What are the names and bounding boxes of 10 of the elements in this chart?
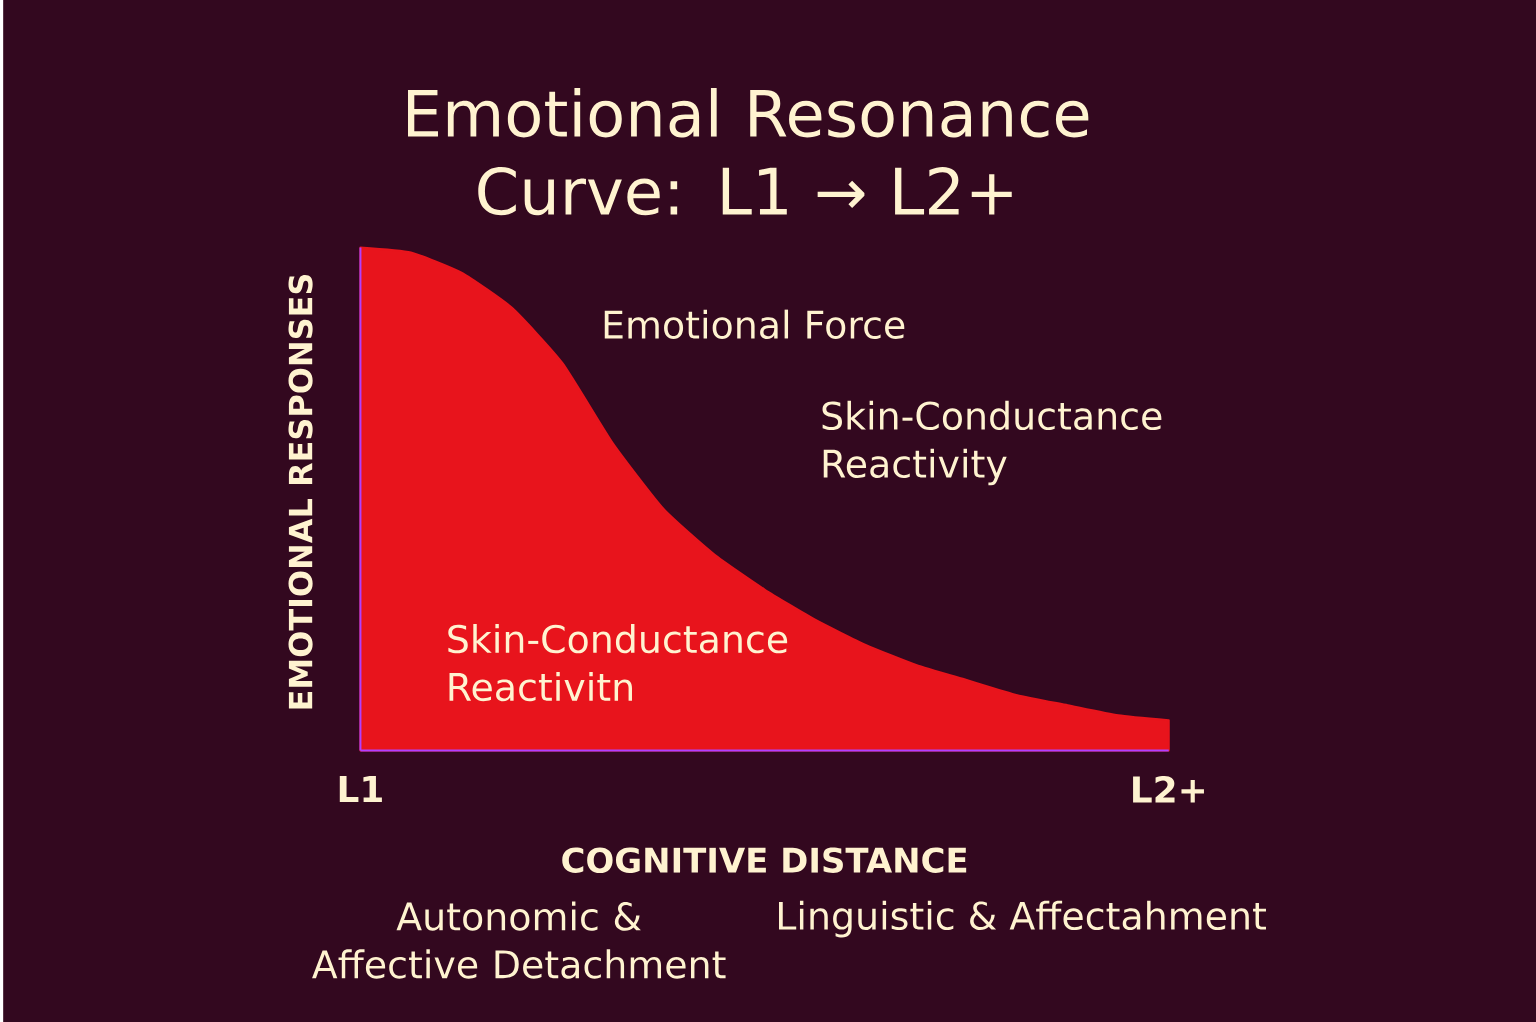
- annotation: Skin-Conductance Reactivity: [822, 400, 1162, 486]
- annotation: Skin-Conductance Reactivitn: [448, 624, 788, 702]
- x-tick-label: L2+: [1133, 775, 1204, 803]
- chart-title: Emotional Resonance Curve: L1 → L2+: [408, 88, 1089, 216]
- text: Linguistic & Affectahment: [779, 900, 1266, 938]
- annotation: Emotional Force: [604, 309, 905, 340]
- x-tick-label: L1: [339, 775, 382, 803]
- text: Autonomic & Affective Detachment: [312, 901, 726, 979]
- x-axis-title: COGNITIVE DISTANCE: [562, 847, 967, 874]
- y-axis-title: EMOTIONAL RESPONSES: [288, 274, 313, 709]
